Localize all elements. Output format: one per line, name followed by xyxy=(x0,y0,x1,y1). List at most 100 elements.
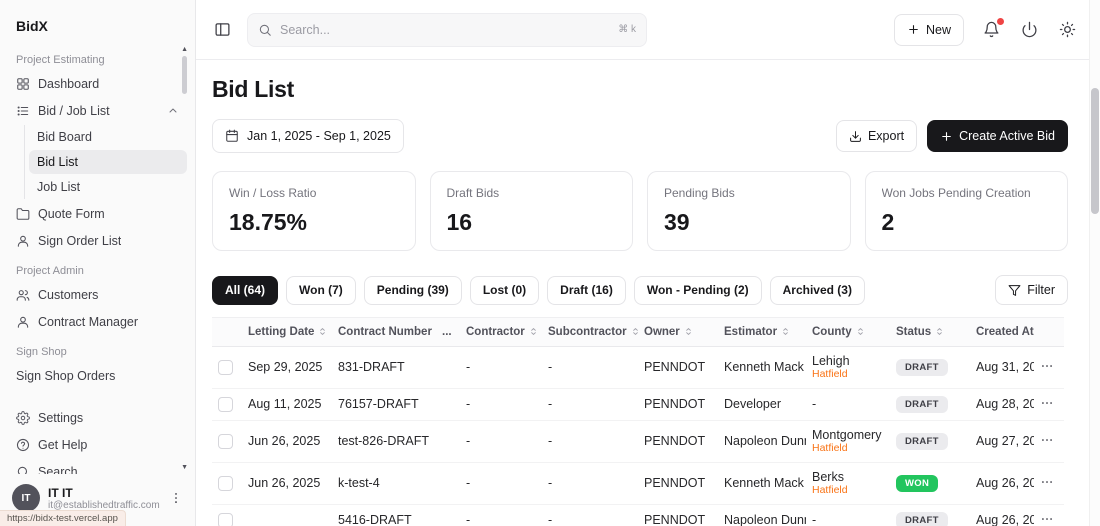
sort-icon xyxy=(934,326,945,337)
user-card[interactable]: IT IT IT it@establishedtraffic.com xyxy=(0,474,195,526)
page-scrollbar[interactable] xyxy=(1089,0,1100,526)
column-header-estimator[interactable]: Estimator xyxy=(718,317,806,347)
tab-draft-16[interactable]: Draft (16) xyxy=(547,275,626,305)
sidebar-toggle-button[interactable] xyxy=(210,17,235,42)
cell-created-at: Aug 28, 2025 xyxy=(970,388,1034,421)
power-button[interactable] xyxy=(1019,19,1040,40)
user-menu-icon[interactable] xyxy=(169,491,183,505)
row-checkbox[interactable] xyxy=(218,360,233,376)
page-scrollbar-thumb[interactable] xyxy=(1091,88,1099,214)
county-name: - xyxy=(812,513,817,526)
sidebar-item-search[interactable]: Search xyxy=(8,459,187,474)
row-actions-button[interactable] xyxy=(1040,396,1054,410)
user-email: it@establishedtraffic.com xyxy=(48,499,160,511)
column-header-contract_number[interactable]: Contract Number xyxy=(332,317,436,347)
plus-icon xyxy=(940,130,953,143)
cell-more xyxy=(436,346,460,389)
column-header-county[interactable]: County xyxy=(806,317,890,347)
cell-contractor: - xyxy=(460,346,542,389)
date-range-picker[interactable]: Jan 1, 2025 - Sep 1, 2025 xyxy=(212,119,404,153)
export-button[interactable]: Export xyxy=(835,120,918,152)
cell-contract-number: 76157-DRAFT xyxy=(332,388,436,421)
search-input[interactable] xyxy=(280,22,611,37)
create-active-bid-button[interactable]: Create Active Bid xyxy=(927,120,1068,152)
column-header-owner[interactable]: Owner xyxy=(638,317,718,347)
bell-icon xyxy=(983,21,1000,38)
sidebar-scrollbar[interactable] xyxy=(182,56,187,94)
sidebar-item-label: Bid List xyxy=(37,155,78,169)
row-checkbox[interactable] xyxy=(218,397,233,413)
row-actions-button[interactable] xyxy=(1040,512,1054,526)
county-name: Montgomery xyxy=(812,427,882,442)
filter-button[interactable]: Filter xyxy=(995,275,1068,305)
cell-estimator: Developer xyxy=(718,388,806,421)
stat-value: 39 xyxy=(664,209,690,235)
status-badge: DRAFT xyxy=(896,395,948,413)
sidebar-item-bid-job-list[interactable]: Bid / Job List xyxy=(8,98,187,124)
row-checkbox[interactable] xyxy=(218,476,233,492)
tab-all-64[interactable]: All (64) xyxy=(212,275,279,305)
sidebar-scroll-up-icon[interactable]: ▲ xyxy=(181,46,188,53)
sun-icon xyxy=(1059,21,1076,38)
user-icon xyxy=(16,315,30,329)
sidebar-item-settings[interactable]: Settings xyxy=(8,405,187,431)
table-row[interactable]: 5416-DRAFT - - PENNDOT Napoleon Dunn - DRAFT Au… xyxy=(212,504,1064,526)
theme-toggle-button[interactable] xyxy=(1057,19,1078,40)
page-content: Bid List Jan 1, 2025 - Sep 1, 2025 Expor… xyxy=(196,60,1100,526)
cell-created-at: Aug 31, 2025 xyxy=(970,346,1034,389)
column-header-status[interactable]: Status xyxy=(890,317,970,347)
tab-won-pending-2[interactable]: Won - Pending (2) xyxy=(633,275,762,305)
column-header-more[interactable]: ... xyxy=(436,317,460,347)
sidebar-item-bid-board[interactable]: Bid Board xyxy=(29,125,187,149)
sidebar-item-bid-list[interactable]: Bid List xyxy=(29,150,187,174)
sidebar-item-contract-manager[interactable]: Contract Manager xyxy=(8,309,187,335)
sidebar-item-sign-shop-orders[interactable]: Sign Shop Orders xyxy=(8,363,187,389)
topbar: ⌘ k New xyxy=(196,0,1100,60)
table-row[interactable]: Jun 26, 2025 k-test-4- - PENNDOT Kenneth Mac… xyxy=(212,462,1064,505)
plus-icon xyxy=(907,23,920,36)
row-actions-button[interactable] xyxy=(1040,475,1054,489)
sidebar-item-customers[interactable]: Customers xyxy=(8,282,187,308)
column-header-subcontractor[interactable]: Subcontractor xyxy=(542,317,638,347)
cell-letting-date: Jun 26, 2025 xyxy=(242,420,332,463)
tab-pending-39[interactable]: Pending (39) xyxy=(363,275,462,305)
global-search[interactable]: ⌘ k xyxy=(247,12,647,47)
sidebar-item-label: Customers xyxy=(38,288,99,302)
notifications-button[interactable] xyxy=(981,18,1004,40)
sort-icon xyxy=(317,326,328,337)
cell-contract-number: test-826-DRAFT xyxy=(332,420,436,463)
sidebar-item-get-help[interactable]: Get Help xyxy=(8,432,187,458)
cell-created-at: Aug 26, 2025 xyxy=(970,504,1034,526)
status-badge: DRAFT xyxy=(896,511,948,526)
column-header-label: Owner xyxy=(644,326,680,338)
cell-created-at: Aug 26, 2025 xyxy=(970,462,1034,505)
table-row[interactable]: Jun 26, 2025 test-826-DRAFT - - PENNDOT Napol… xyxy=(212,420,1064,463)
bid-table: Letting Date Contract Number... Contractor… xyxy=(212,317,1064,526)
sidebar-scroll-down-icon[interactable]: ▼ xyxy=(181,464,188,471)
table-row[interactable]: Aug 11, 2025 76157-DRAFT - - PENNDOT Develope… xyxy=(212,388,1064,421)
row-checkbox[interactable] xyxy=(218,434,233,450)
sidebar-item-job-list[interactable]: Job List xyxy=(29,175,187,199)
cell-actions xyxy=(1034,420,1064,463)
sidebar-item-sign-order-list[interactable]: Sign Order List xyxy=(8,228,187,254)
row-actions-button[interactable] xyxy=(1040,359,1054,373)
table-row[interactable]: Sep 29, 2025 831-DRAFT - - PENNDOT Kenneth Ma… xyxy=(212,346,1064,389)
row-actions-button[interactable] xyxy=(1040,433,1054,447)
column-header-created_at[interactable]: Created At xyxy=(970,317,1034,347)
cell-select xyxy=(212,420,242,463)
sidebar-item-dashboard[interactable]: Dashboard xyxy=(8,71,187,97)
sidebar-item-label: Job List xyxy=(37,180,81,194)
topbar-actions: New xyxy=(893,13,1078,46)
column-header-contractor[interactable]: Contractor xyxy=(460,317,542,347)
row-checkbox[interactable] xyxy=(218,513,233,526)
sort-icon xyxy=(630,326,638,337)
new-button[interactable]: New xyxy=(893,13,964,46)
tab-won-7[interactable]: Won (7) xyxy=(286,275,356,305)
tab-archived-3[interactable]: Archived (3) xyxy=(769,275,865,305)
column-header-label: Created At xyxy=(976,326,1034,338)
column-header-letting_date[interactable]: Letting Date xyxy=(242,317,332,347)
brand-logo: BidX xyxy=(16,18,48,34)
cell-contract-number: 5416-DRAFT xyxy=(332,504,436,526)
sidebar-item-quote-form[interactable]: Quote Form xyxy=(8,201,187,227)
tab-lost-0[interactable]: Lost (0) xyxy=(469,275,540,305)
